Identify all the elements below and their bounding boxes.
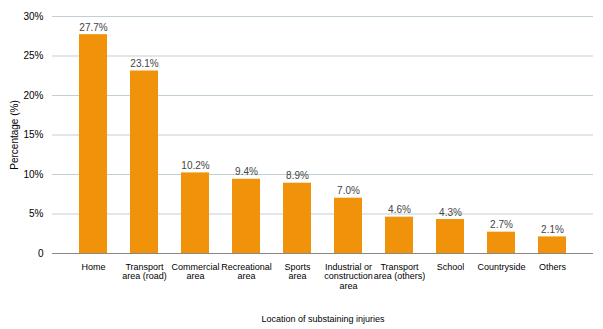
- svg-text:7.0%: 7.0%: [337, 185, 360, 196]
- svg-text:30%: 30%: [23, 11, 43, 22]
- svg-text:25%: 25%: [23, 50, 43, 61]
- svg-text:Countryside: Countryside: [477, 262, 525, 272]
- svg-text:0: 0: [38, 248, 44, 259]
- svg-text:2.1%: 2.1%: [541, 224, 564, 235]
- svg-text:Others: Others: [539, 262, 567, 272]
- svg-text:23.1%: 23.1%: [130, 58, 158, 69]
- svg-text:27.7%: 27.7%: [79, 22, 107, 33]
- svg-text:5%: 5%: [29, 208, 44, 219]
- svg-text:Sportsarea: Sportsarea: [284, 262, 311, 282]
- svg-text:15%: 15%: [23, 129, 43, 140]
- svg-text:8.9%: 8.9%: [286, 170, 309, 181]
- svg-text:Percentage (%): Percentage (%): [9, 100, 20, 169]
- svg-text:Location of substaining injuri: Location of substaining injuries: [261, 314, 385, 324]
- svg-text:Transportarea (others): Transportarea (others): [374, 262, 426, 282]
- svg-text:10%: 10%: [23, 169, 43, 180]
- svg-text:2.7%: 2.7%: [490, 219, 513, 230]
- svg-text:Home: Home: [81, 262, 105, 272]
- svg-text:Transportarea (road): Transportarea (road): [122, 262, 167, 282]
- svg-text:Recreationalarea: Recreationalarea: [221, 262, 272, 282]
- svg-text:Commercialarea: Commercialarea: [171, 262, 219, 282]
- svg-text:9.4%: 9.4%: [235, 166, 258, 177]
- svg-text:20%: 20%: [23, 90, 43, 101]
- svg-text:4.6%: 4.6%: [388, 204, 411, 215]
- svg-text:Industrial orconstructionarea: Industrial orconstructionarea: [324, 262, 373, 292]
- svg-text:4.3%: 4.3%: [439, 207, 462, 218]
- svg-text:10.2%: 10.2%: [181, 160, 209, 171]
- svg-text:School: School: [437, 262, 465, 272]
